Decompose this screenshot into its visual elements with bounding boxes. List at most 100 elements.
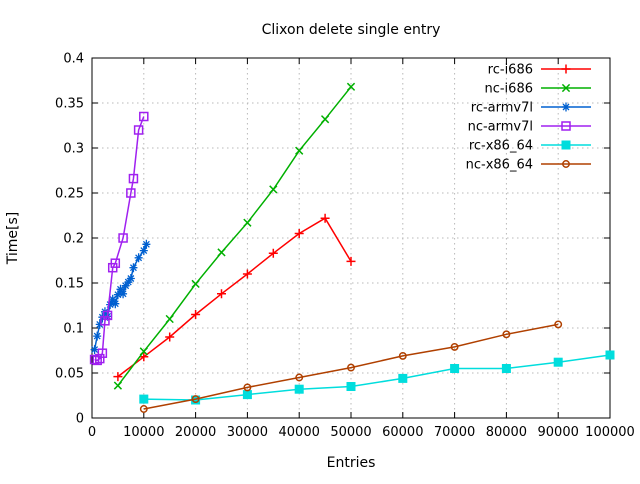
data-point-marker xyxy=(553,357,563,367)
x-tick-label: 70000 xyxy=(434,425,475,440)
legend-label: nc-armv7l xyxy=(468,120,533,135)
data-point-marker xyxy=(191,395,201,405)
data-point-marker xyxy=(346,82,356,91)
data-point-marker xyxy=(268,248,278,258)
data-point-marker xyxy=(561,121,571,131)
y-tick-label: 0.05 xyxy=(55,367,84,382)
legend-item-rc-i686: rc-i686 xyxy=(488,63,591,78)
data-point-marker xyxy=(450,364,460,373)
x-tick-label: 90000 xyxy=(538,425,579,440)
series-line xyxy=(117,217,352,378)
tick-labels: 0 10000 20000 30000 40000 50000 60000 70000 8000… xyxy=(55,52,635,441)
data-point-marker xyxy=(294,229,304,238)
x-tick-label: 50000 xyxy=(330,425,371,440)
data-point-marker xyxy=(139,246,148,256)
y-tick-label: 0.1 xyxy=(63,322,84,337)
series-line xyxy=(143,354,611,401)
data-point-marker xyxy=(111,299,120,309)
data-point-marker xyxy=(124,277,133,287)
data-point-marker xyxy=(113,381,123,390)
y-tick-label: 0 xyxy=(76,412,84,427)
x-tick-label: 30000 xyxy=(227,425,268,440)
data-point-marker xyxy=(90,345,99,355)
data-point-marker xyxy=(118,233,128,243)
x-tick-label: 20000 xyxy=(175,425,216,440)
legend: rc-i686 nc-i686 rc-armv7l nc-armv7l rc-x86_6… xyxy=(466,63,591,173)
data-point-marker xyxy=(191,395,200,404)
y-tick-label: 0.35 xyxy=(55,97,84,112)
series-nc-armv7l xyxy=(89,111,149,366)
data-point-marker xyxy=(294,384,304,394)
x-tick-label: 80000 xyxy=(486,425,527,440)
data-point-marker xyxy=(562,160,570,168)
data-point-marker xyxy=(126,274,135,283)
data-point-marker xyxy=(561,64,571,74)
data-point-marker xyxy=(561,83,571,93)
plot-frame xyxy=(91,57,611,419)
data-point-marker xyxy=(320,115,330,124)
series-rc-armv7l xyxy=(90,239,151,355)
data-point-marker xyxy=(89,354,100,365)
x-tick-label: 60000 xyxy=(382,425,423,440)
y-tick-label: 0.15 xyxy=(55,277,84,292)
data-point-marker xyxy=(106,300,115,310)
x-tick-label: 100000 xyxy=(585,425,635,440)
y-tick-label: 0.4 xyxy=(63,52,84,67)
y-axis-label: Time[s] xyxy=(5,212,21,265)
data-point-marker xyxy=(320,213,330,223)
data-point-marker xyxy=(128,173,139,184)
data-point-marker xyxy=(561,140,571,150)
data-point-marker xyxy=(562,102,570,112)
data-point-marker xyxy=(139,394,149,404)
data-point-marker xyxy=(134,253,143,263)
data-point-marker xyxy=(502,330,511,339)
data-point-marker xyxy=(295,146,304,155)
data-point-marker xyxy=(165,314,174,324)
data-point-marker xyxy=(139,347,148,356)
data-point-marker xyxy=(242,390,252,400)
data-point-marker xyxy=(95,319,104,329)
data-point-marker xyxy=(95,353,105,364)
legend-item-nc-i686: nc-i686 xyxy=(484,82,591,97)
series-line xyxy=(143,323,559,410)
data-point-marker xyxy=(398,351,407,360)
data-point-marker xyxy=(501,364,511,373)
data-point-marker xyxy=(346,382,356,391)
data-point-marker xyxy=(133,125,144,135)
data-point-marker xyxy=(217,289,226,299)
data-point-marker xyxy=(191,310,201,319)
data-point-marker xyxy=(398,373,408,383)
y-tick-label: 0.2 xyxy=(63,232,84,247)
legend-label: rc-i686 xyxy=(488,63,533,78)
data-point-marker xyxy=(139,405,148,413)
data-point-marker xyxy=(102,310,113,321)
data-point-marker xyxy=(93,331,102,341)
data-point-marker xyxy=(242,269,252,279)
data-point-marker xyxy=(113,290,122,300)
series-rc-x86_64 xyxy=(139,350,615,405)
data-point-marker xyxy=(97,348,108,358)
legend-item-rc-x86_64: rc-x86_64 xyxy=(469,139,591,154)
data-point-marker xyxy=(100,316,110,326)
data-point-marker xyxy=(116,284,125,294)
data-point-marker xyxy=(108,294,117,304)
x-tick-label: 0 xyxy=(88,425,96,440)
y-tick-label: 0.25 xyxy=(55,187,84,202)
legend-item-nc-armv7l: nc-armv7l xyxy=(468,120,591,135)
data-series xyxy=(89,82,615,413)
data-point-marker xyxy=(92,355,102,366)
legend-item-rc-armv7l: rc-armv7l xyxy=(471,101,591,116)
data-point-marker xyxy=(346,256,356,266)
data-point-marker xyxy=(605,350,615,360)
data-point-marker xyxy=(243,218,252,227)
series-nc-i686 xyxy=(113,82,356,390)
chart-title: Clixon delete single entry xyxy=(262,22,441,38)
data-point-marker xyxy=(129,263,138,273)
x-axis-label: Entries xyxy=(327,455,376,471)
x-tick-label: 40000 xyxy=(279,425,320,440)
series-rc-i686 xyxy=(113,213,356,382)
data-point-marker xyxy=(126,188,136,198)
legend-label: nc-x86_64 xyxy=(466,158,533,173)
